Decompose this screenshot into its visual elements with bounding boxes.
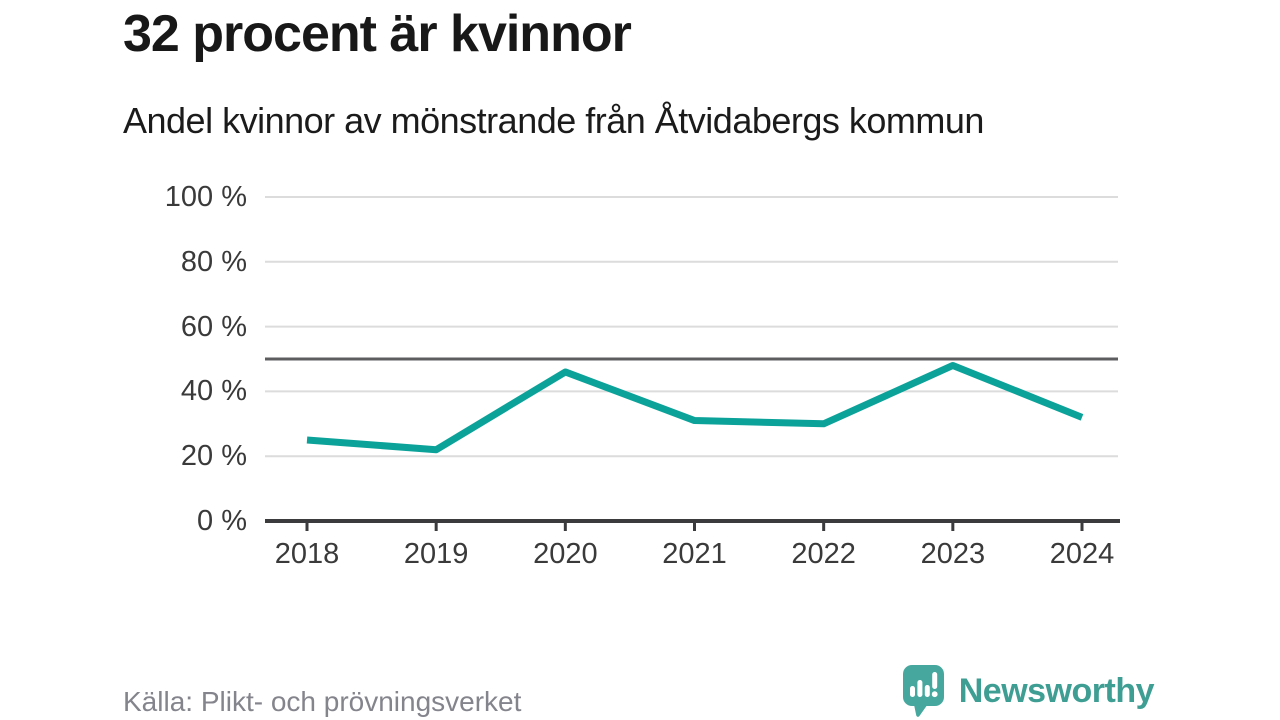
- y-axis-label: 80 %: [180, 245, 247, 278]
- brand-logo: Newsworthy: [899, 664, 1155, 718]
- data-line: [306, 361, 1084, 454]
- x-axis-label: 2018: [274, 538, 340, 570]
- x-axis-label: 2023: [920, 538, 986, 570]
- page-title: 32 procent är kvinnor: [123, 5, 632, 63]
- y-axis-label: 40 %: [180, 375, 247, 408]
- newsworthy-bubble-icon: [902, 665, 944, 717]
- y-axis-label: 20 %: [180, 440, 247, 473]
- x-axis-label: 2020: [533, 538, 598, 570]
- source-note: Källa: Plikt- och prövningsverket: [123, 686, 522, 717]
- y-axis-label: 100 %: [164, 181, 247, 213]
- y-axis-label: 60 %: [180, 310, 247, 343]
- x-axis-label: 2021: [662, 538, 727, 570]
- x-axis-label: 2019: [403, 538, 469, 570]
- chart-subtitle: Andel kvinnor av mönstrande från Åtvidab…: [123, 100, 984, 141]
- x-axis-label: 2022: [791, 538, 856, 570]
- y-axis-label: 0 %: [197, 505, 247, 537]
- x-axis-label: 2024: [1049, 538, 1115, 570]
- brand-wordmark: Newsworthy: [958, 671, 1155, 710]
